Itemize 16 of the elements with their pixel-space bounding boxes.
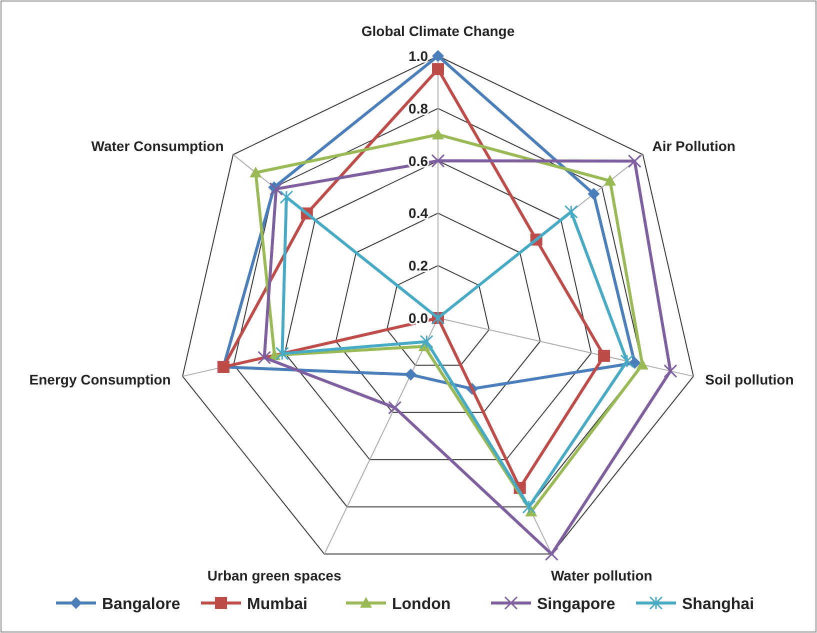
legend-label: Singapore [537,596,616,613]
legend-label: Mumbai [247,596,308,613]
spoke-label: Soil pollution [705,371,794,388]
spoke-label: Water Consumption [91,138,224,154]
spoke-label: Global Climate Change [361,23,515,39]
legend-label: Shanghai [682,596,754,613]
y-tick-label: 0.4 [408,205,428,222]
y-tick-label: 0.2 [408,258,428,274]
spoke-label: Urban green spaces [207,568,342,584]
legend-label: London [392,596,451,613]
y-tick-label: 0.8 [408,100,428,116]
spoke-label: Energy Consumption [29,371,171,388]
legend-label: Bangalore [102,596,180,613]
y-tick-label: 1.0 [408,48,428,64]
spoke-label: Air Pollution [652,138,736,154]
spoke-label: Water pollution [551,568,652,584]
